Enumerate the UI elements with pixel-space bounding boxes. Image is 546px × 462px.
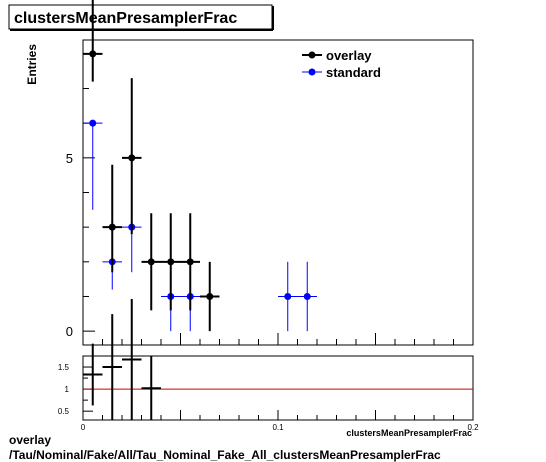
overlay-marker	[128, 154, 136, 162]
ratio-x-tick-label: 0.2	[467, 423, 479, 432]
legend-label-overlay: overlay	[326, 48, 372, 63]
ratio-axis-ticks: 0 0.1 0.2 0.5 1 1.5	[58, 363, 479, 432]
overlay-marker	[186, 258, 194, 266]
overlay-point	[180, 213, 200, 311]
overlay-marker	[89, 50, 97, 58]
overlay-point	[102, 164, 122, 273]
standard-point	[297, 261, 317, 332]
ratio-y-tick-label: 1	[65, 385, 70, 394]
overlay-marker	[167, 258, 175, 266]
ratio-point	[141, 356, 161, 420]
footer-line-2: /Tau/Nominal/Fake/All/Tau_Nominal_Fake_A…	[9, 448, 441, 462]
legend-entry-overlay: overlay	[302, 48, 372, 63]
ratio-y-tick-label: 1.5	[58, 363, 70, 372]
y-tick-label: 0	[66, 324, 73, 339]
standard-marker	[89, 119, 97, 127]
overlay-marker	[108, 223, 116, 231]
overlay-point	[161, 213, 181, 311]
x-axis-label: clustersMeanPresamplerFrac	[346, 428, 472, 438]
ratio-point	[83, 343, 103, 406]
main-panel-frame	[82, 39, 474, 346]
footer-line-1: overlay	[9, 433, 51, 447]
legend-entry-standard: standard	[302, 65, 381, 80]
overlay-marker	[147, 258, 155, 266]
overlay-marker	[206, 292, 214, 300]
ratio-y-tick-label: 0.5	[58, 407, 70, 416]
overlay-point	[141, 213, 161, 311]
standard-point	[278, 261, 298, 332]
legend: overlay standard	[302, 48, 381, 80]
legend-label-standard: standard	[326, 65, 381, 80]
ratio-data-marks	[83, 299, 473, 420]
main-data-marks	[83, 0, 317, 332]
ratio-point	[102, 314, 122, 420]
chart-title: clustersMeanPresamplerFrac	[14, 10, 237, 27]
ratio-x-tick-label: 0.1	[272, 423, 284, 432]
overlay-point	[122, 78, 142, 235]
ratio-point	[122, 299, 142, 420]
overlay-point	[83, 0, 103, 82]
ratio-x-tick-label: 0	[81, 423, 86, 432]
standard-marker	[303, 292, 311, 300]
y-axis-label: Entries	[25, 44, 39, 85]
standard-point	[83, 119, 103, 210]
overlay-point	[200, 261, 220, 332]
y-tick-label: 5	[66, 151, 73, 166]
title-box: clustersMeanPresamplerFrac	[8, 4, 274, 31]
standard-marker	[284, 292, 292, 300]
